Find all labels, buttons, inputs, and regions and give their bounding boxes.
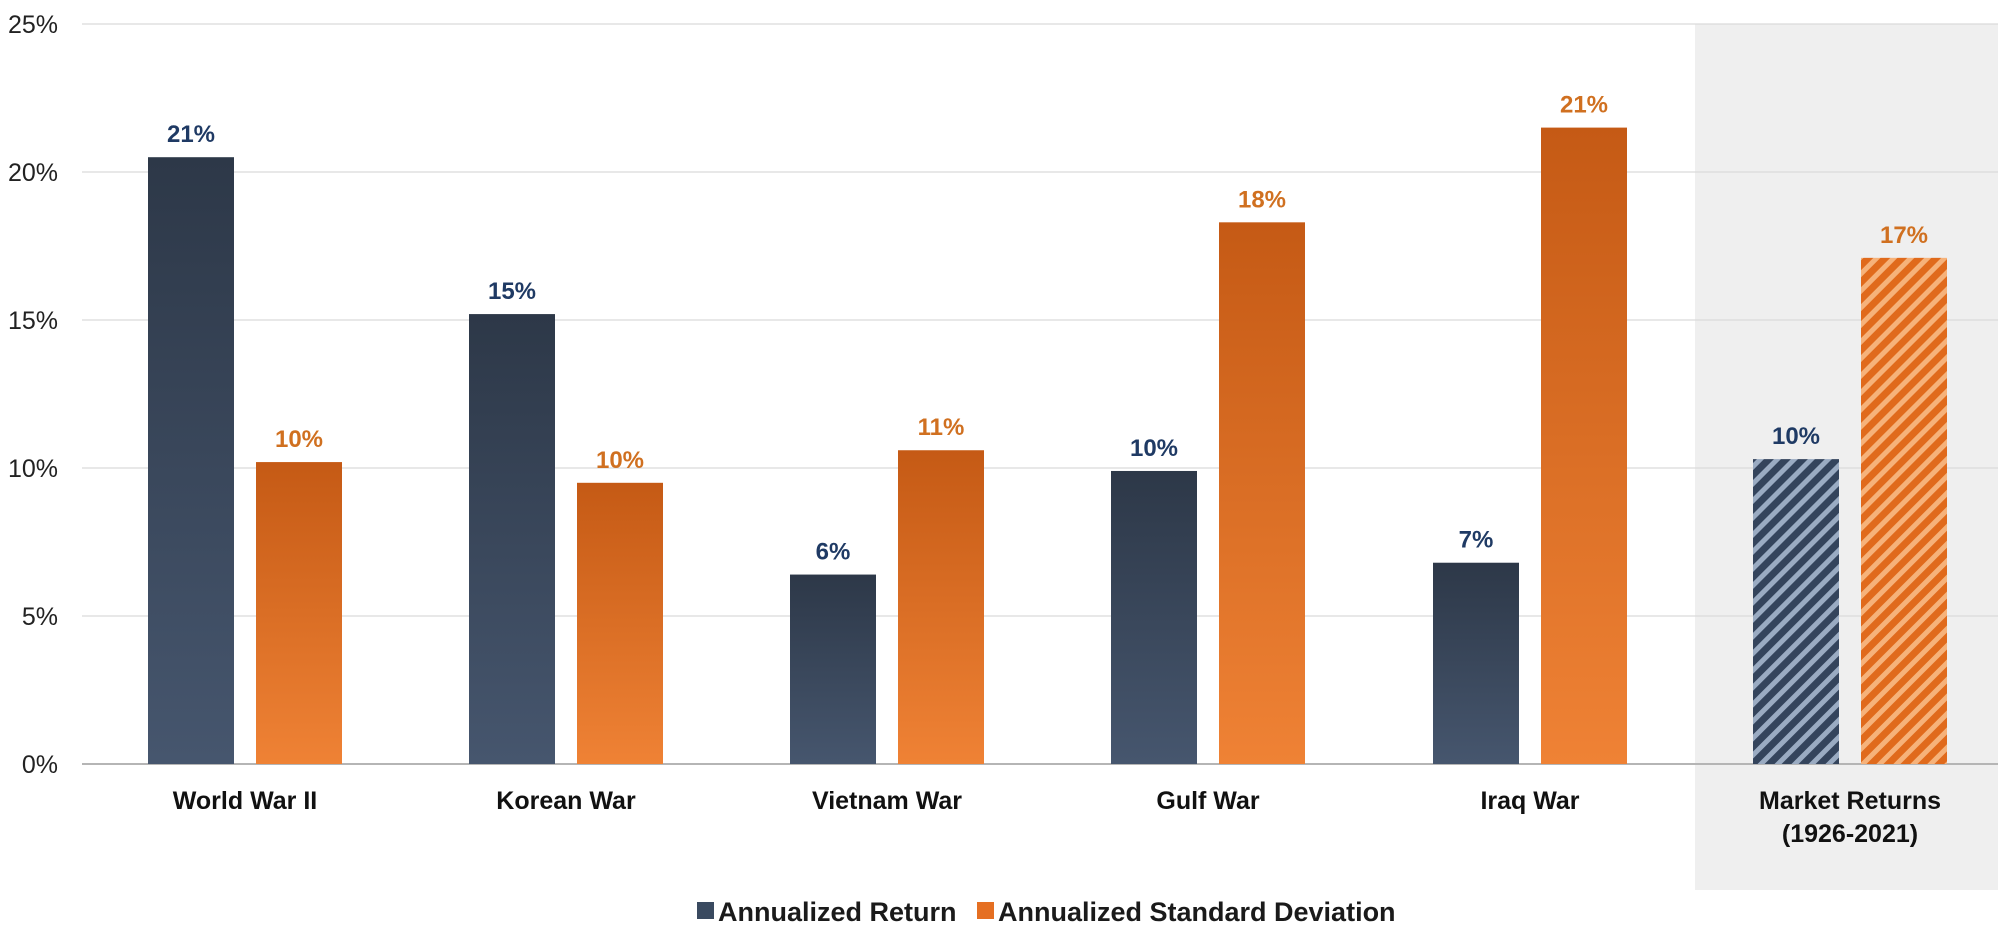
data-label: 15%: [488, 278, 536, 305]
data-label: 21%: [1560, 92, 1608, 119]
x-category-label: Iraq War: [1480, 787, 1579, 815]
data-label: 11%: [918, 414, 965, 441]
legend: Annualized Return Annualized Standard Dev…: [697, 897, 1396, 927]
x-axis: World War II Korean War Vietnam War Gulf Wa…: [173, 787, 1941, 848]
bar-annualized-stdev: [1541, 127, 1627, 765]
bar-annualized-return: [790, 574, 876, 764]
x-category-label: Gulf War: [1156, 787, 1260, 815]
x-category-label: Korean War: [496, 787, 636, 815]
bar-annualized-stdev: [1219, 222, 1305, 764]
y-tick-label: 25%: [8, 11, 58, 39]
bar-annualized-return: [1753, 459, 1839, 764]
data-label: 18%: [1238, 186, 1286, 213]
x-category-label: Market Returns (1926-2021): [1759, 787, 1941, 848]
y-tick-label: 0%: [22, 751, 58, 779]
y-tick-label: 15%: [8, 307, 58, 335]
bars: [148, 127, 1947, 765]
gridlines: [82, 23, 1998, 765]
bar-annualized-return: [1111, 470, 1197, 764]
highlight-background: [1695, 24, 1998, 890]
legend-label: Annualized Standard Deviation: [998, 897, 1396, 927]
bar-annualized-return: [1433, 562, 1519, 764]
legend-swatch: [697, 902, 714, 919]
data-label: 21%: [167, 121, 215, 148]
bar-annualized-return: [469, 314, 555, 764]
data-label: 6%: [816, 539, 851, 566]
data-label: 10%: [596, 447, 644, 474]
y-tick-label: 10%: [8, 455, 58, 483]
data-label: 10%: [1772, 423, 1820, 450]
bar-annualized-stdev: [898, 450, 984, 764]
data-label: 17%: [1880, 222, 1928, 249]
y-axis: 0% 5% 10% 15% 20% 25%: [8, 11, 58, 779]
bar-annualized-stdev: [577, 482, 663, 764]
y-tick-label: 5%: [22, 603, 58, 631]
x-category-label: Vietnam War: [812, 787, 962, 815]
data-label: 10%: [1130, 435, 1178, 462]
data-label: 7%: [1459, 527, 1494, 554]
y-tick-label: 20%: [8, 159, 58, 187]
bar-annualized-stdev: [256, 462, 342, 764]
highlight-panel: [1695, 24, 1998, 890]
x-category-label: World War II: [173, 787, 317, 815]
bar-annualized-return: [148, 157, 234, 764]
bar-annualized-stdev: [1861, 257, 1947, 764]
data-labels: 21% 15% 6% 10% 7% 10% 10% 10% 11% 18% 21% 17%: [167, 92, 1928, 566]
data-label: 10%: [275, 426, 323, 453]
legend-label: Annualized Return: [718, 897, 957, 927]
legend-swatch: [977, 902, 994, 919]
